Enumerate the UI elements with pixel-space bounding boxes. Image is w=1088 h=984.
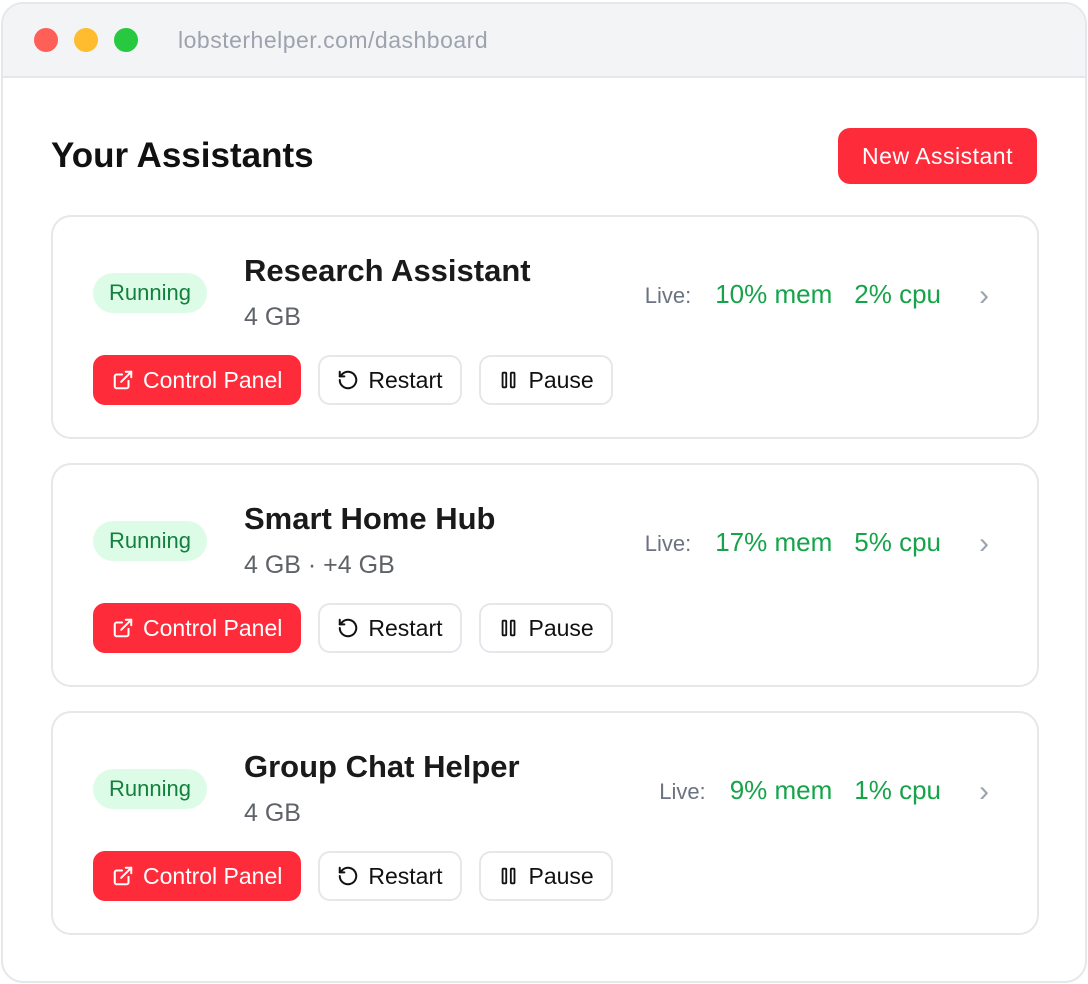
pause-button[interactable]: Pause (478, 851, 613, 901)
restart-button[interactable]: Restart (318, 355, 462, 405)
restart-button[interactable]: Restart (318, 603, 462, 653)
control-panel-label: Control Panel (143, 862, 283, 889)
chevron-right-icon[interactable]: › (979, 279, 989, 312)
control-panel-button[interactable]: Control Panel (93, 851, 302, 901)
restart-icon (339, 866, 358, 886)
memory-usage: 9% mem (729, 775, 833, 805)
restart-icon (339, 618, 358, 638)
assistant-card[interactable]: Running Group Chat Helper 4 GB Live: 9% … (51, 711, 1039, 935)
assistant-name: Group Chat Helper (244, 749, 520, 784)
title-bar: lobsterhelper.com/dashboard (3, 4, 1085, 78)
status-badge: Running (93, 273, 207, 313)
external-link-icon (113, 370, 133, 390)
pause-label: Pause (528, 366, 594, 393)
assistant-memory: 4 GB · +4 GB (244, 551, 395, 579)
restart-icon (339, 370, 358, 390)
live-stats: Live: 17% mem 5% cpu (645, 527, 941, 558)
minimize-window-button[interactable] (74, 28, 98, 52)
pause-label: Pause (528, 614, 594, 641)
live-stats: Live: 9% mem 1% cpu (659, 775, 941, 806)
restart-label: Restart (368, 614, 443, 641)
memory-usage: 17% mem (715, 527, 833, 557)
external-link-icon (113, 866, 133, 886)
chevron-right-icon[interactable]: › (979, 527, 989, 560)
cpu-usage: 2% cpu (854, 279, 941, 309)
page-title: Your Assistants (51, 136, 314, 175)
status-badge: Running (93, 521, 207, 561)
pause-button[interactable]: Pause (478, 603, 613, 653)
status-badge: Running (93, 769, 207, 809)
live-stats: Live: 10% mem 2% cpu (645, 279, 941, 310)
address-bar[interactable]: lobsterhelper.com/dashboard (178, 26, 489, 53)
page-header: Your Assistants New Assistant (51, 128, 1037, 184)
control-panel-button[interactable]: Control Panel (93, 603, 302, 653)
cpu-usage: 1% cpu (854, 775, 941, 805)
assistant-memory: 4 GB (244, 799, 301, 827)
restart-label: Restart (368, 862, 443, 889)
external-link-icon (113, 618, 133, 638)
new-assistant-button[interactable]: New Assistant (838, 128, 1037, 184)
pause-button[interactable]: Pause (478, 355, 613, 405)
restart-label: Restart (368, 366, 443, 393)
maximize-window-button[interactable] (114, 28, 138, 52)
pause-icon (501, 371, 515, 389)
assistant-name: Research Assistant (244, 253, 531, 288)
live-label: Live: (644, 283, 692, 308)
control-panel-label: Control Panel (143, 366, 283, 393)
control-panel-label: Control Panel (143, 614, 283, 641)
pause-label: Pause (528, 862, 594, 889)
live-label: Live: (644, 531, 692, 556)
cpu-usage: 5% cpu (854, 527, 941, 557)
pause-icon (501, 867, 515, 885)
assistant-card[interactable]: Running Research Assistant 4 GB Live: 10… (51, 215, 1039, 439)
live-label: Live: (659, 779, 706, 804)
chevron-right-icon[interactable]: › (979, 775, 989, 808)
memory-usage: 10% mem (715, 279, 833, 309)
assistant-memory: 4 GB (244, 303, 301, 331)
restart-button[interactable]: Restart (318, 851, 462, 901)
control-panel-button[interactable]: Control Panel (93, 355, 302, 405)
assistant-card[interactable]: Running Smart Home Hub 4 GB · +4 GB Live… (51, 463, 1039, 687)
close-window-button[interactable] (34, 28, 58, 52)
assistant-name: Smart Home Hub (244, 501, 496, 536)
pause-icon (501, 619, 515, 637)
